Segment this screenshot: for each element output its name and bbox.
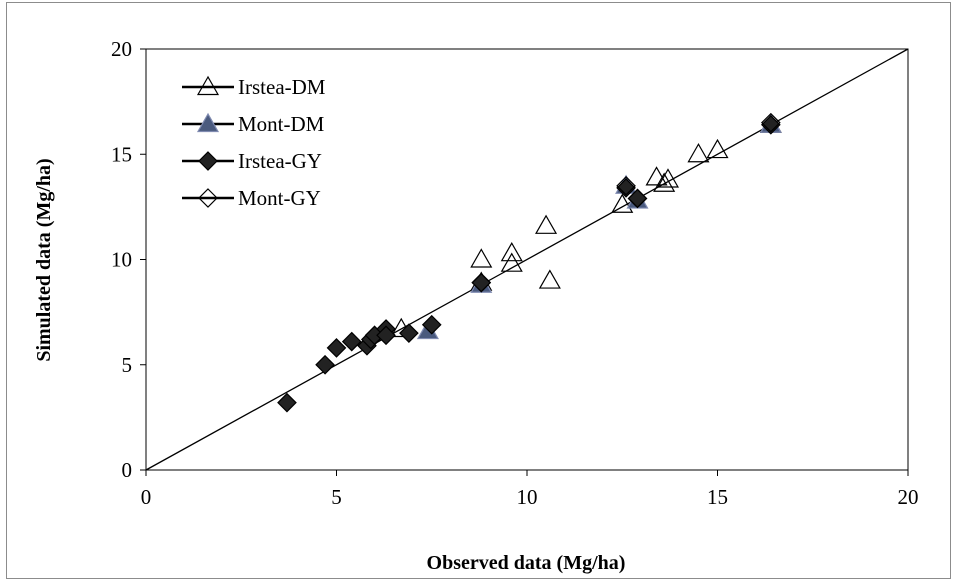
data-point [616, 178, 636, 198]
legend-item: Mont-DM [182, 112, 325, 136]
data-point [627, 188, 648, 209]
x-tick-label: 20 [898, 485, 919, 509]
y-axis-title: Simulated data (Mg/ha) [33, 158, 55, 361]
data-point [611, 193, 634, 213]
data-point [500, 241, 523, 262]
data-point [706, 138, 729, 159]
series-mont-dm [416, 113, 782, 340]
one-to-one-line [145, 48, 909, 471]
data-point [421, 314, 442, 335]
data-point [376, 325, 396, 346]
y-tick-label: 15 [111, 142, 132, 166]
data-point [471, 272, 492, 293]
x-tick-label: 15 [707, 485, 728, 509]
data-point [341, 331, 362, 352]
data-point [760, 112, 781, 133]
legend-marker [198, 188, 218, 208]
data-point [315, 354, 335, 375]
x-axis-title: Observed data (Mg/ha) [427, 552, 626, 574]
x-tick-label: 0 [141, 485, 152, 509]
legend-item: Mont-GY [182, 186, 321, 210]
series-mont-gy [471, 112, 781, 293]
data-point [277, 392, 297, 413]
x-tick-label: 10 [517, 485, 538, 509]
data-point [645, 166, 668, 186]
plot-area: 0 5 10 15 20 0 5 10 15 20 [111, 37, 919, 509]
legend-item: Irstea-GY [182, 149, 322, 173]
legend-marker [196, 75, 220, 96]
y-tick-label: 5 [122, 353, 133, 377]
data-point [470, 248, 493, 268]
legend-marker [196, 112, 220, 133]
legend-label: Mont-DM [238, 112, 325, 136]
legend-label: Irstea-GY [238, 149, 322, 173]
legend-item: Irstea-DM [182, 75, 326, 99]
data-point [760, 114, 781, 135]
data-point [656, 168, 680, 188]
y-tick-label: 0 [122, 458, 133, 482]
legend-marker [198, 151, 218, 171]
data-point [538, 269, 561, 289]
y-tick-label: 20 [111, 37, 132, 61]
legend-label: Mont-GY [238, 186, 321, 210]
x-tick-label: 5 [331, 485, 342, 509]
data-point [500, 252, 523, 272]
data-point [399, 323, 419, 344]
y-tick-label: 10 [111, 248, 132, 272]
legend: Irstea-DM Mont-DM Irstea-GY Mont-GY [182, 75, 326, 210]
data-point [687, 143, 710, 163]
series-irstea-gy [277, 114, 781, 413]
series-irstea-dm [390, 113, 782, 338]
legend-label: Irstea-DM [238, 75, 326, 99]
data-point [535, 214, 558, 234]
data-point [616, 175, 636, 196]
data-point [326, 338, 347, 358]
data-point [653, 172, 676, 192]
